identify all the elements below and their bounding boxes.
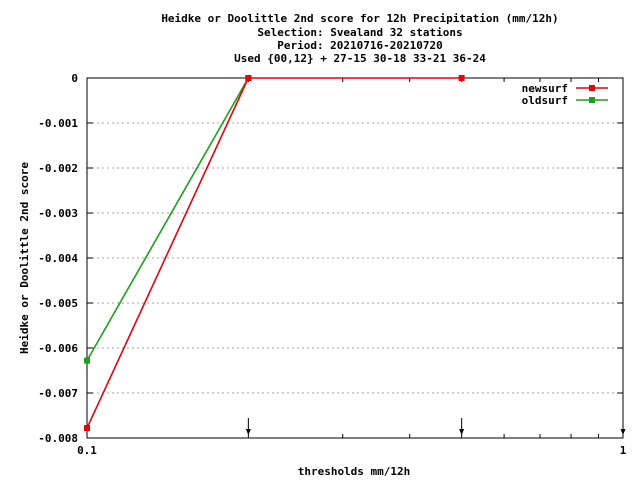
y-tick-label: -0.005 [38, 297, 78, 310]
y-tick-label: -0.007 [38, 387, 78, 400]
threshold-arrow-head [459, 429, 465, 435]
y-tick-label: -0.004 [38, 252, 78, 265]
series-line-newsurf [86, 77, 462, 429]
series-layer [84, 75, 465, 432]
legend-marker-newsurf [589, 85, 595, 91]
legend-label-oldsurf: oldsurf [522, 94, 568, 107]
threshold-arrows [245, 418, 626, 435]
y-tick-label: -0.002 [38, 162, 78, 175]
chart-title: Heidke or Doolittle 2nd score for 12h Pr… [161, 12, 558, 65]
x-axis-label: thresholds mm/12h [298, 465, 411, 478]
y-tick-label: -0.006 [38, 342, 78, 355]
data-point-newsurf [245, 75, 252, 81]
threshold-arrow-head [245, 429, 251, 435]
y-tick-label: -0.008 [38, 432, 78, 445]
x-axis-ticks: 0.1 1 [77, 78, 627, 457]
threshold-arrow-head [620, 429, 626, 435]
series-line-oldsurf [86, 77, 250, 361]
title-line-1: Heidke or Doolittle 2nd score for 12h Pr… [161, 12, 558, 25]
x-tick-label: 0.1 [77, 444, 97, 457]
y-axis-ticks: 0 -0.001 -0.002 -0.003 -0.004 -0.005 -0.006 -0.… [38, 72, 623, 445]
grid [87, 122, 623, 394]
legend-marker-oldsurf [589, 97, 595, 103]
data-point-newsurf [458, 75, 465, 81]
legend-label-newsurf: newsurf [522, 82, 568, 95]
title-line-2: Selection: Svealand 32 stations [257, 26, 462, 39]
title-line-3: Period: 20210716-20210720 [277, 39, 443, 52]
data-point-newsurf [84, 425, 90, 432]
x-tick-label: 1 [620, 444, 627, 457]
y-axis-label: Heidke or Doolittle 2nd score [18, 162, 31, 354]
y-tick-label: -0.001 [38, 117, 78, 130]
y-tick-label: -0.003 [38, 207, 78, 220]
data-point-oldsurf [84, 357, 90, 364]
y-tick-label: 0 [71, 72, 78, 85]
title-line-4: Used {00,12} + 27-15 30-18 33-21 36-24 [234, 52, 486, 65]
